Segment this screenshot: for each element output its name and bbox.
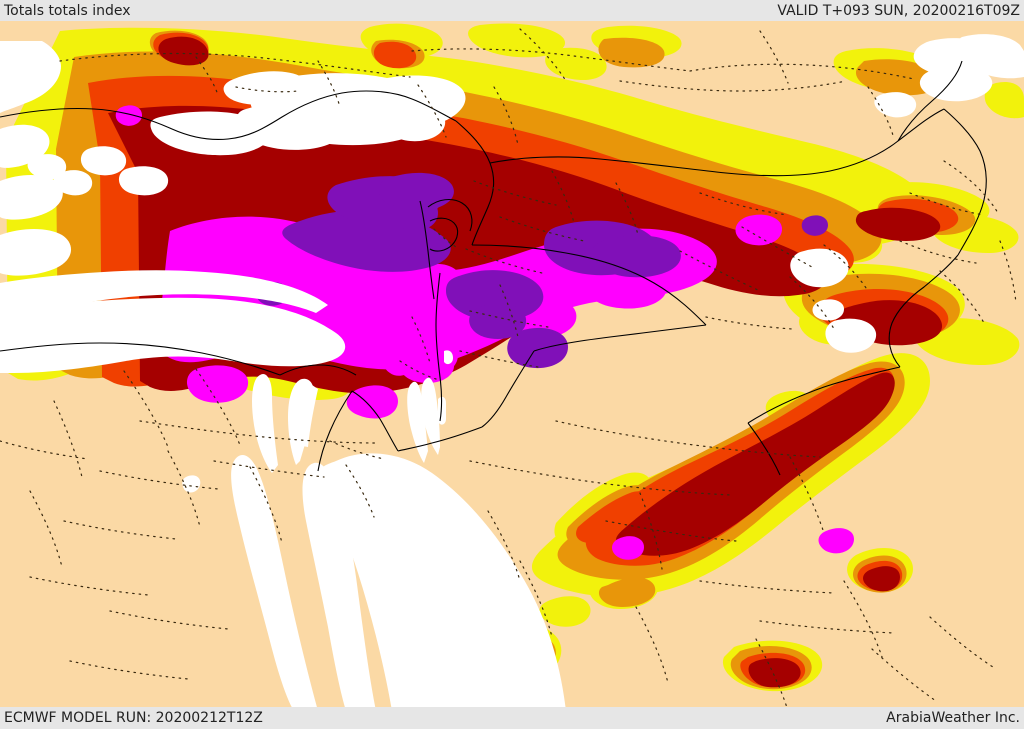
valid-time-label: VALID T+093 SUN, 20200216T09Z	[777, 2, 1020, 19]
map-canvas[interactable]	[0, 21, 1024, 707]
model-run-label: ECMWF MODEL RUN: 20200212T12Z	[4, 710, 263, 726]
country-borders	[0, 60, 987, 476]
provider-label: ArabiaWeather Inc.	[886, 710, 1020, 726]
water-bodies	[0, 34, 1024, 707]
page-title: Totals totals index	[4, 2, 131, 19]
header-bar: Totals totals index VALID T+093 SUN, 202…	[0, 0, 1024, 21]
footer-bar: ECMWF MODEL RUN: 20200212T12Z ArabiaWeat…	[0, 707, 1024, 729]
province-borders	[0, 28, 1017, 707]
weather-contour-map	[0, 21, 1024, 707]
